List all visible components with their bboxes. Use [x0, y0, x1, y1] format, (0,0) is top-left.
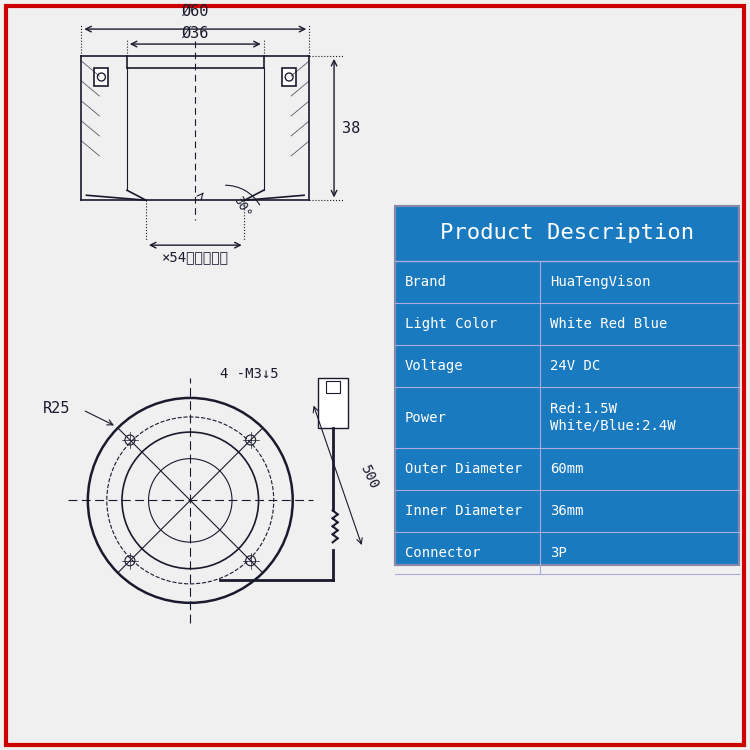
Text: 38: 38: [342, 121, 360, 136]
Text: White Red Blue: White Red Blue: [550, 316, 667, 331]
Text: Light Color: Light Color: [405, 316, 497, 331]
Bar: [326, 381, 340, 393]
Text: R25: R25: [43, 401, 70, 416]
Text: 24V DC: 24V DC: [550, 358, 600, 373]
Text: Ø60: Ø60: [182, 4, 209, 19]
Text: 4 -M3↓5: 4 -M3↓5: [220, 367, 279, 381]
Text: Brand: Brand: [405, 274, 447, 289]
Text: Product Description: Product Description: [440, 224, 694, 243]
Text: 36mm: 36mm: [550, 504, 584, 518]
FancyBboxPatch shape: [5, 6, 745, 745]
Bar: [282, 68, 296, 86]
Text: HuaTengVison: HuaTengVison: [550, 274, 650, 289]
FancyBboxPatch shape: [395, 206, 740, 566]
Text: 60mm: 60mm: [550, 463, 584, 476]
Text: Inner Diameter: Inner Diameter: [405, 504, 522, 518]
Text: Outer Diameter: Outer Diameter: [405, 463, 522, 476]
Text: 500: 500: [358, 462, 381, 490]
Text: Connector: Connector: [405, 546, 480, 560]
Text: ×54（发光区）: ×54（发光区）: [162, 251, 229, 264]
Bar: [94, 68, 109, 86]
Text: Voltage: Voltage: [405, 358, 464, 373]
Text: Red:1.5W
White/Blue:2.4W: Red:1.5W White/Blue:2.4W: [550, 403, 675, 433]
Text: 3P: 3P: [550, 546, 566, 560]
Bar: [318, 378, 348, 428]
Text: Power: Power: [405, 410, 447, 424]
Text: Ø36: Ø36: [182, 26, 209, 41]
Text: 30°: 30°: [230, 194, 253, 220]
